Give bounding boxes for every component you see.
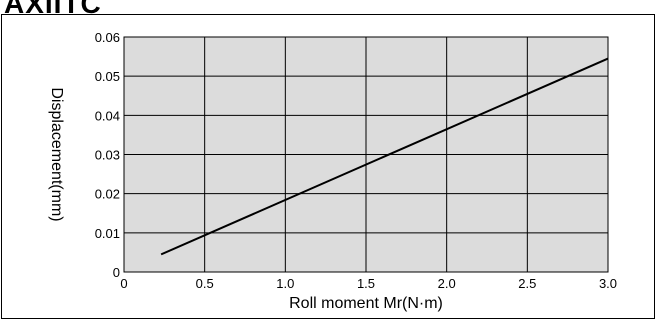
- y-tick-label: 0.02: [95, 187, 120, 202]
- page-title: AXIITC: [4, 0, 102, 19]
- x-tick-label: 2.5: [518, 276, 536, 291]
- y-tick-label: 0: [113, 265, 120, 280]
- x-tick-label: 3.0: [599, 276, 617, 291]
- y-axis-label: Displacement(mm): [48, 87, 65, 221]
- y-tick-label: 0.06: [95, 30, 120, 45]
- y-tick-label: 0.05: [95, 69, 120, 84]
- x-tick-label: 0: [120, 276, 127, 291]
- x-tick-label: 1.0: [276, 276, 294, 291]
- x-tick-label: 2.0: [438, 276, 456, 291]
- x-axis-label: Roll moment Mr(N·m): [289, 295, 443, 312]
- x-tick-labels: 0 0.5 1.0 1.5 2.0 2.5 3.0: [120, 276, 617, 291]
- y-tick-label: 0.03: [95, 148, 120, 163]
- y-tick-labels: 0 0.01 0.02 0.03 0.04 0.05 0.06: [95, 30, 120, 280]
- x-tick-label: 1.5: [357, 276, 375, 291]
- series-line: [160, 57, 609, 256]
- x-tick-label: 0.5: [196, 276, 214, 291]
- y-tick-label: 0.04: [95, 108, 120, 123]
- y-tick-label: 0.01: [95, 226, 120, 241]
- series-group: [160, 57, 609, 256]
- plot-border: [123, 36, 609, 273]
